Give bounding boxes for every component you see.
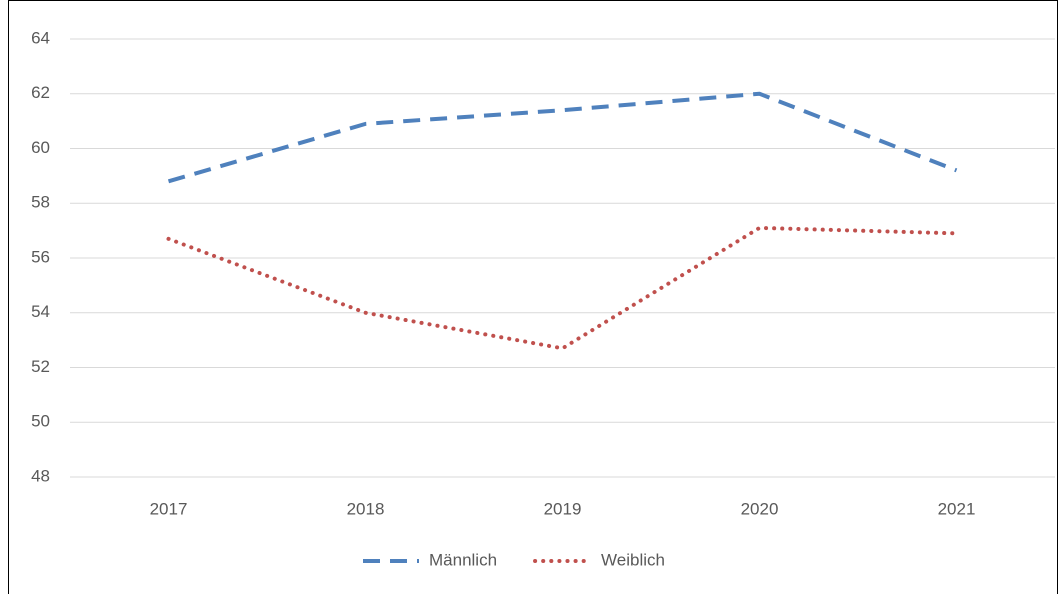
- legend-label: Weiblich: [601, 550, 665, 569]
- x-tick-label: 2021: [938, 499, 976, 518]
- y-tick-label: 56: [31, 247, 50, 266]
- y-tick-label: 52: [31, 357, 50, 376]
- x-tick-label: 2020: [741, 499, 779, 518]
- y-tick-label: 62: [31, 83, 50, 102]
- x-tick-label: 2018: [347, 499, 385, 518]
- x-tick-label: 2017: [150, 499, 188, 518]
- line-series: [167, 91, 958, 184]
- y-tick-label: 64: [31, 28, 50, 47]
- y-tick-label: 48: [31, 466, 50, 485]
- y-tick-label: 58: [31, 193, 50, 212]
- x-tick-label: 2019: [544, 499, 582, 518]
- chart-border: [8, 0, 1058, 594]
- y-tick-label: 54: [31, 302, 50, 321]
- y-tick-label: 50: [31, 412, 50, 431]
- y-tick-label: 60: [31, 138, 50, 157]
- legend-label: Männlich: [429, 550, 497, 569]
